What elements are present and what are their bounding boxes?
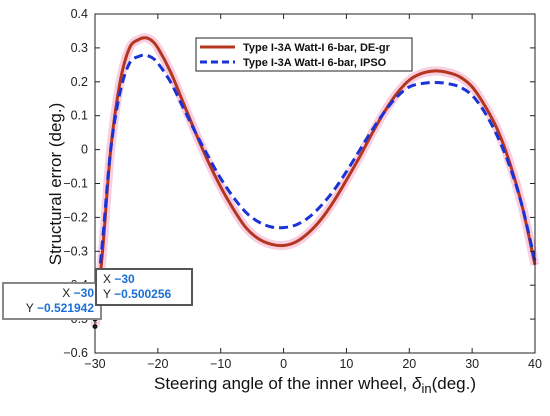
y-tick-label: 0.4 (71, 7, 88, 21)
x-axis-label-sub: in (421, 381, 431, 396)
x-ticks-layer: −30 −20 −10 0 10 20 30 40 (84, 14, 542, 371)
x-tick-label: −20 (147, 357, 168, 371)
x-tick-label: 10 (339, 357, 353, 371)
datatip-ipso-y-row: Y −0.500256 (103, 287, 185, 302)
datatip-de-gr-x-row: X −30 (10, 286, 94, 301)
datatip-ipso-y-value: −0.500256 (114, 287, 172, 301)
y-tick-label: 0.1 (71, 109, 88, 123)
series-line-de-gr[interactable] (93, 36, 537, 327)
datatip-de-gr-x-label: X (62, 286, 71, 300)
x-axis-label-unit: (deg.) (432, 374, 476, 393)
x-tick-label: −10 (210, 357, 231, 371)
y-tick-label: 0.2 (71, 75, 88, 89)
datatip-de-gr[interactable]: X −30 Y −0.521942 (2, 282, 102, 320)
x-tick-label: 30 (465, 357, 479, 371)
legend-label-de-gr: Type I-3A Watt-I 6-bar, DE-gr (243, 42, 391, 54)
y-tick-label: −0.6 (63, 346, 88, 360)
datatip-ipso-x-label: X (103, 272, 112, 286)
x-tick-label: 20 (402, 357, 416, 371)
series-layer (93, 36, 537, 327)
y-tick-label: −0.1 (63, 177, 88, 191)
y-tick-label: 0.3 (71, 41, 88, 55)
datatip-de-gr-y-label: Y (25, 301, 34, 315)
x-tick-label: 0 (280, 357, 287, 371)
datatip-ipso-x-row: X −30 (103, 272, 185, 287)
series-line-ipso[interactable] (93, 53, 537, 320)
datatip-de-gr-x-value: −30 (73, 286, 94, 300)
y-tick-label: −0.2 (63, 210, 88, 224)
x-axis-label-symbol: δ (412, 374, 422, 393)
y-axis-label: Structural error (deg.) (46, 103, 65, 266)
x-axis-label-main: Steering angle of the inner wheel, (154, 374, 412, 393)
x-axis-label: Steering angle of the inner wheel, δin(d… (154, 374, 476, 396)
legend: Type I-3A Watt-I 6-bar, DE-gr Type I-3A … (195, 37, 413, 72)
y-tick-label: −0.3 (63, 244, 88, 258)
datatip-de-gr-y-row: Y −0.521942 (10, 301, 94, 316)
datatip-de-gr-y-value: −0.521942 (36, 301, 94, 315)
y-tick-label: 0 (81, 143, 88, 157)
legend-label-ipso: Type I-3A Watt-I 6-bar, IPSO (243, 57, 387, 69)
datatip-ipso-x-value: −30 (114, 272, 135, 286)
x-tick-label: −30 (84, 357, 105, 371)
datatip-ipso-y-label: Y (103, 287, 111, 301)
legend-box (195, 37, 413, 72)
datatip-ipso[interactable]: X −30 Y −0.500256 (95, 268, 193, 306)
x-tick-label: 40 (528, 357, 542, 371)
